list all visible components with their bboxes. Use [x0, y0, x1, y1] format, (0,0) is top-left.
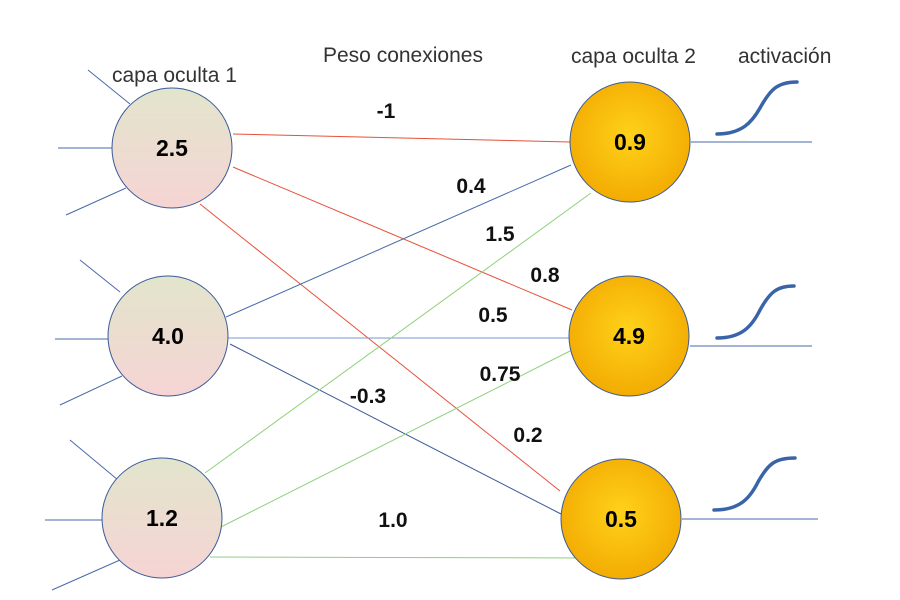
weight-label: 0.2: [513, 424, 542, 447]
connection-line: [204, 192, 592, 474]
layer1-node: [111, 87, 233, 209]
layer2-nodes: 0.9 4.9 0.5: [560, 81, 691, 580]
input-line: [69, 439, 119, 481]
connection-line: [232, 166, 573, 311]
weight-labels: -1 0.8 0.2 0.4 0.5 -0.3 1.5 0.75 1.0: [350, 100, 560, 532]
connection-line: [209, 556, 593, 559]
layer2-title: capa oculta 2: [571, 45, 696, 68]
weight-label: -1: [377, 100, 396, 123]
activation-curve-icon: [715, 80, 799, 136]
input-line: [65, 187, 127, 216]
layer1-nodes: 2.5 4.0 1.2: [101, 87, 233, 579]
activation-title: activación: [738, 45, 831, 68]
weight-label: 0.8: [530, 264, 560, 287]
weight-label: 1.0: [378, 509, 407, 532]
input-line: [59, 375, 123, 406]
layer2-node: [560, 458, 682, 580]
input-line: [51, 559, 121, 591]
layer1-title: capa oculta 1: [112, 64, 237, 87]
connection-line: [229, 343, 562, 515]
weight-label: 1.5: [485, 223, 515, 246]
weight-label: 0.4: [456, 175, 486, 198]
weight-label: -0.3: [350, 385, 386, 408]
layer1-node-value: 4.0: [152, 323, 184, 349]
layer2-node-value: 0.9: [614, 129, 646, 155]
connection-line: [199, 203, 561, 492]
weight-label: 0.75: [480, 363, 521, 386]
outputs: [682, 80, 818, 520]
layer2-node-value: 4.9: [613, 323, 645, 349]
layer1-node-value: 1.2: [146, 505, 178, 531]
connection-line: [208, 349, 573, 534]
activation-curve-icon: [712, 456, 797, 512]
layer1-node-value: 2.5: [156, 135, 188, 161]
layer2-node: [568, 275, 690, 397]
input-line: [79, 259, 121, 293]
activation-curve-icon: [715, 284, 796, 340]
input-line: [87, 69, 131, 105]
weights-title: Peso conexiones: [323, 44, 483, 67]
layer1-node: [107, 275, 229, 397]
layer1-node: [101, 457, 223, 579]
connections: [199, 133, 593, 559]
weight-label: 0.5: [478, 304, 508, 327]
connection-line: [225, 164, 572, 318]
connection-line: [232, 133, 571, 143]
layer2-node: [569, 81, 691, 203]
input-lines: [45, 69, 131, 591]
layer2-node-value: 0.5: [605, 506, 637, 532]
